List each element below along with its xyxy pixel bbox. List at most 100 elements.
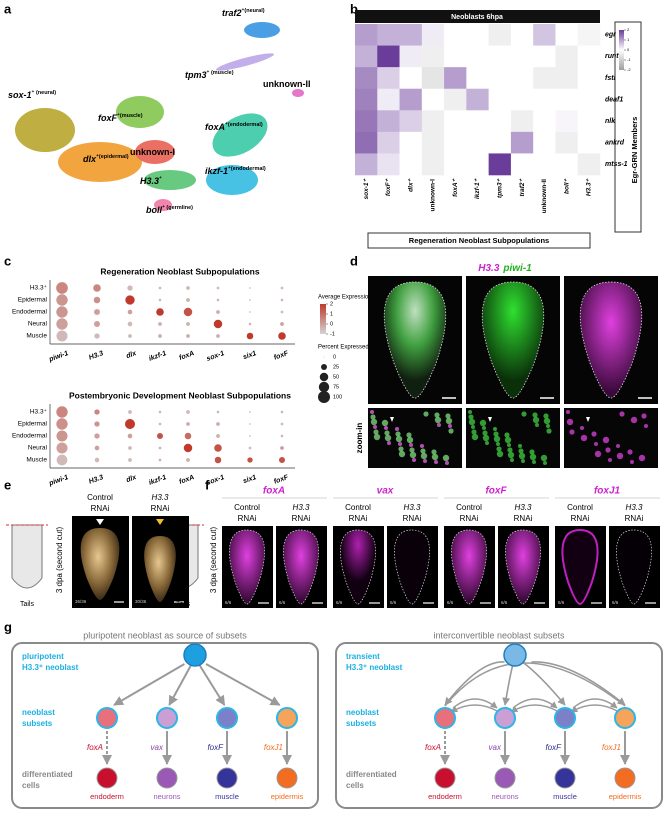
cell (471, 425, 475, 429)
column-label: boll⁺ (563, 177, 570, 194)
cell (434, 416, 442, 424)
legend-title: Average Expression (318, 295, 372, 301)
cell (431, 453, 439, 461)
dot (56, 430, 68, 442)
gene-title: foxA (263, 486, 285, 497)
heatmap-cell (488, 67, 512, 90)
worm (80, 528, 120, 600)
heatmap-cell (466, 110, 489, 133)
fate-label: epidermis (609, 792, 642, 801)
dot (94, 321, 100, 327)
arrow (113, 663, 185, 706)
source-node (503, 643, 527, 667)
heatmap-cell (466, 67, 489, 90)
sample-count: 30/36 (135, 599, 147, 604)
cluster-label: unknown-II (263, 79, 311, 89)
cell (580, 434, 588, 442)
dot (214, 456, 222, 464)
cell (644, 424, 648, 428)
heatmap-cell (488, 153, 512, 176)
cell (409, 443, 413, 447)
column-label: foxA⁺ (452, 177, 459, 196)
dot (94, 421, 100, 427)
condition-name: H3.3 (293, 503, 310, 512)
arrowhead (96, 519, 104, 525)
heatmap-cell (444, 153, 467, 176)
gene-label: foxJ1 (602, 743, 621, 752)
gene-label: foxF (545, 743, 562, 752)
side-box (614, 21, 642, 233)
dot (158, 322, 162, 326)
cluster-type: ⁺(neural) (242, 7, 265, 14)
dot (158, 334, 162, 338)
dot (56, 294, 68, 306)
cell (420, 444, 424, 448)
source-label: pluripotent (22, 652, 64, 661)
cell (485, 441, 489, 445)
heatmap-cell (488, 88, 512, 111)
condition-name: H3.3 (152, 493, 169, 502)
cell (518, 444, 522, 448)
cell (605, 447, 611, 453)
cluster (135, 140, 175, 164)
cell (384, 434, 392, 442)
sample-count: 6/6 (336, 600, 343, 605)
dot (127, 309, 133, 315)
dot (247, 457, 253, 463)
cell (373, 429, 379, 435)
fate-label: neurons (153, 792, 180, 801)
dot (280, 446, 284, 450)
condition-suffix: RNAi (625, 514, 644, 523)
gene-label: piwi-1 (47, 350, 69, 364)
cell-node (494, 767, 516, 789)
gene-label: vax (151, 743, 164, 752)
dot (186, 322, 190, 326)
sample-count: 6/6 (279, 600, 286, 605)
heatmap-cell (444, 88, 467, 111)
heatmap-cell (399, 24, 423, 46)
side-label: Egr-GRN Members (630, 117, 639, 184)
legend-dot-label: 75 (333, 384, 339, 390)
gene-label: foxA (425, 743, 441, 752)
dot (158, 446, 162, 450)
dot (186, 458, 190, 462)
legend-dot (321, 364, 327, 370)
row-label: runt (605, 53, 619, 60)
dot (56, 306, 68, 318)
cluster (212, 113, 268, 157)
row-label: Endodermal (12, 309, 48, 316)
heatmap-title: Neoblasts 6hpa (451, 14, 503, 21)
dot (248, 434, 252, 438)
expression-colorbar (320, 304, 326, 334)
cell (420, 452, 428, 460)
cell (434, 412, 440, 418)
side-label: 3 dpa (second cut) (209, 527, 218, 594)
arrowhead (390, 417, 394, 422)
heatmap-cell (355, 24, 378, 46)
heatmap-cell (510, 110, 534, 133)
sample-count: 6/6 (558, 600, 565, 605)
cell (532, 416, 540, 424)
cell (423, 459, 427, 463)
cluster-label: unknown-I (130, 147, 175, 157)
subset-label: neoblast (22, 708, 55, 717)
legend-dot-label: 25 (333, 364, 339, 370)
column-label: unknown-II (541, 179, 548, 213)
dot (246, 332, 254, 340)
arrow (512, 698, 558, 709)
dot (127, 285, 133, 291)
fate-label: epidermis (271, 792, 304, 801)
condition-suffix: RNAi (91, 504, 110, 513)
heatmap-cell (466, 153, 489, 176)
heatmap-cell (555, 131, 579, 154)
cluster-label: H3.3⁺ (140, 175, 162, 186)
cell (423, 411, 429, 417)
arrow (452, 698, 498, 709)
arrow (510, 704, 560, 713)
gene-label: piwi-1 (47, 474, 69, 488)
gene-title: foxJ1 (594, 486, 621, 497)
condition-name: H3.3 (515, 503, 532, 512)
arrow (572, 698, 618, 709)
dot (186, 410, 190, 414)
cell (546, 424, 550, 428)
